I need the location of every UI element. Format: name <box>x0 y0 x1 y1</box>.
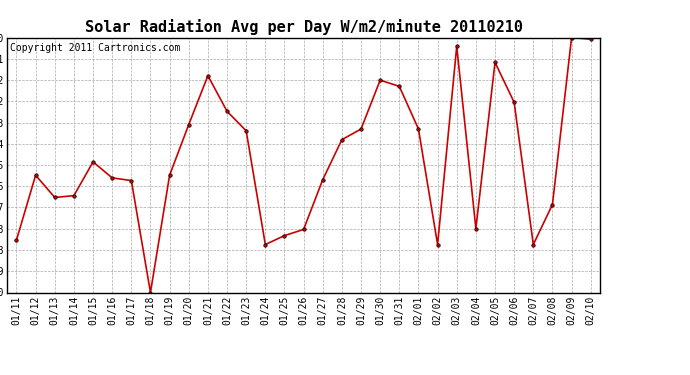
Title: Solar Radiation Avg per Day W/m2/minute 20110210: Solar Radiation Avg per Day W/m2/minute … <box>85 19 522 35</box>
Text: Copyright 2011 Cartronics.com: Copyright 2011 Cartronics.com <box>10 43 180 52</box>
